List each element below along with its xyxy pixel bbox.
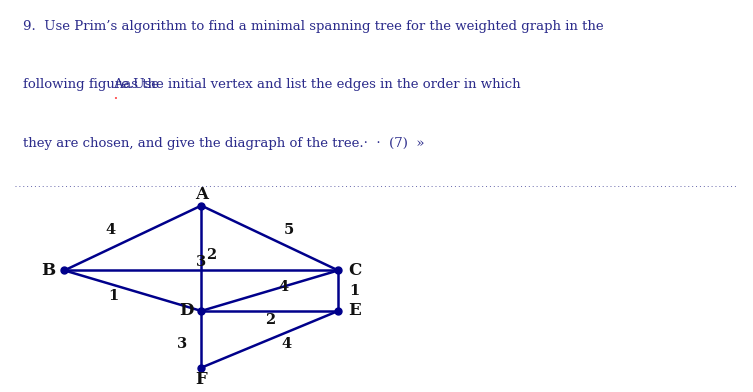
- Text: 2: 2: [264, 313, 275, 327]
- Text: 9.  Use Prim’s algorithm to find a minimal spanning tree for the weighted graph : 9. Use Prim’s algorithm to find a minima…: [23, 20, 603, 33]
- Text: 3: 3: [197, 255, 206, 269]
- Text: 2: 2: [206, 248, 216, 262]
- Text: 4: 4: [281, 337, 291, 351]
- Text: 5: 5: [284, 223, 294, 237]
- Text: as the initial vertex and list the edges in the order in which: as the initial vertex and list the edges…: [119, 78, 521, 91]
- Text: A: A: [195, 186, 208, 203]
- Text: following figure.Use: following figure.Use: [23, 78, 163, 91]
- Text: B: B: [41, 262, 55, 279]
- Text: 4: 4: [279, 280, 288, 294]
- Text: D: D: [179, 303, 194, 319]
- Text: E: E: [348, 303, 361, 319]
- Text: 4: 4: [106, 223, 116, 237]
- Text: 3: 3: [177, 337, 187, 351]
- Text: A: A: [114, 78, 123, 91]
- Text: 1: 1: [108, 289, 119, 303]
- Text: they are chosen, and give the diagraph of the tree.·  ·  (7)  »: they are chosen, and give the diagraph o…: [23, 137, 424, 150]
- Text: C: C: [348, 262, 361, 279]
- Text: 1: 1: [349, 284, 360, 298]
- Text: F: F: [195, 370, 207, 388]
